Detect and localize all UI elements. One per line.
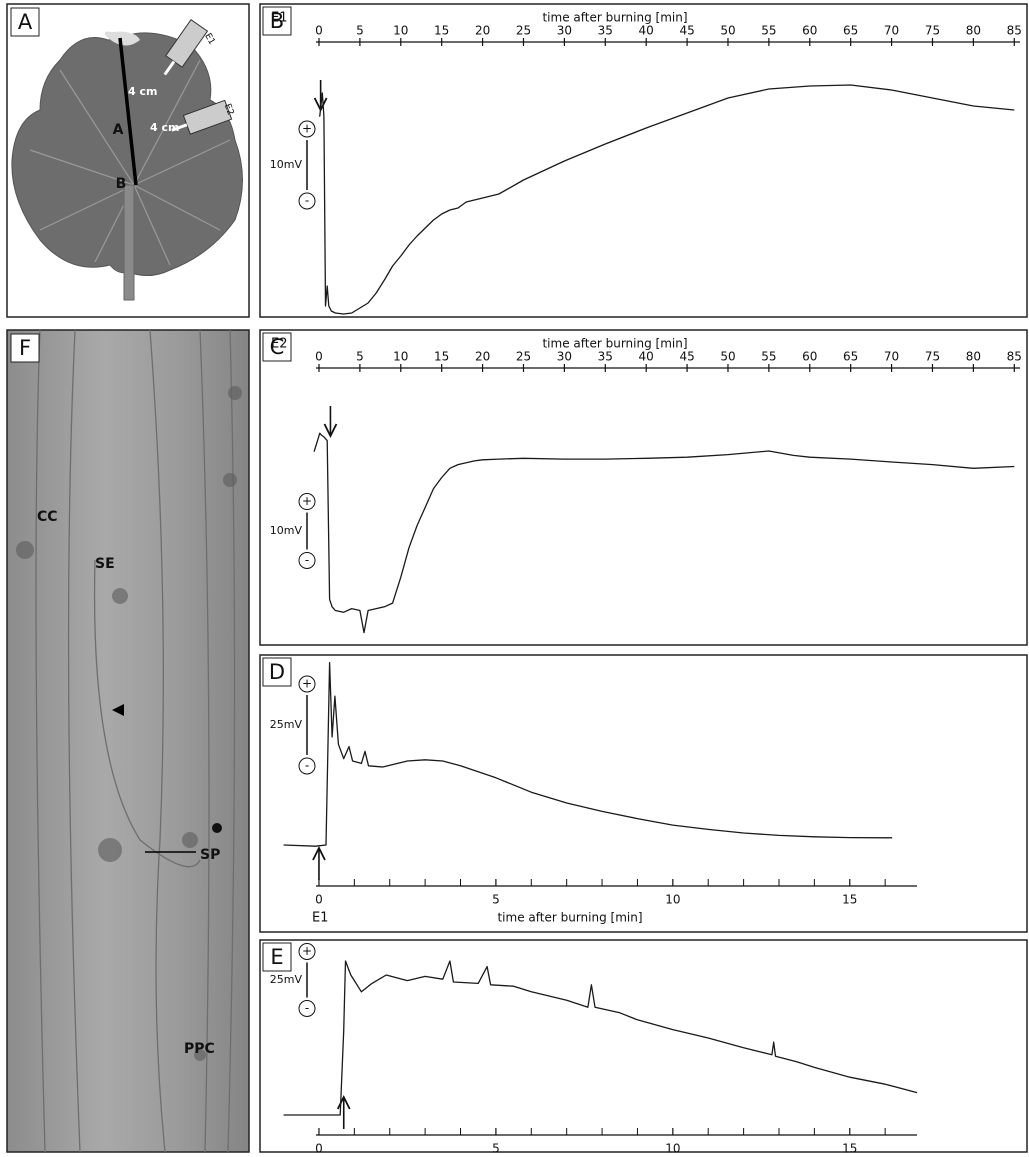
x-tick-label: 80 <box>966 350 981 364</box>
panel-label: A <box>18 10 33 34</box>
scale-bar-label: 10mV <box>270 158 303 171</box>
x-axis-title: time after burning [min] <box>542 337 687 351</box>
point-label: A <box>113 122 124 138</box>
panel-label: F <box>19 336 31 360</box>
x-tick-label: 55 <box>761 350 776 364</box>
x-tick-label: 60 <box>802 24 817 38</box>
petiole <box>124 185 134 300</box>
annotation: PPC <box>184 1041 215 1057</box>
polarity-sign: - <box>305 553 309 567</box>
x-tick-label: 50 <box>720 350 735 364</box>
x-tick-label: 20 <box>475 24 490 38</box>
x-tick-label: 60 <box>802 350 817 364</box>
x-tick-label: 20 <box>475 350 490 364</box>
panel-frame <box>260 940 1027 1152</box>
polarity-sign: - <box>305 1001 309 1015</box>
panel-frame <box>260 330 1027 645</box>
micrograph <box>7 330 249 1152</box>
x-tick-label: 70 <box>884 350 899 364</box>
page: A 4 cm 4 cm A B E1 E2 F CC SE SP PPC B05… <box>0 0 1029 1157</box>
x-tick-label: 45 <box>679 24 694 38</box>
x-tick-label: 10 <box>665 893 680 907</box>
scale-bar-label: 10mV <box>270 524 303 537</box>
scale-bar-label: 25mV <box>270 718 303 731</box>
x-tick-label: 15 <box>842 893 857 907</box>
electrode-label: E1 <box>312 911 329 926</box>
x-tick-label: 55 <box>761 24 776 38</box>
x-tick-label: 10 <box>393 24 408 38</box>
x-tick-label: 5 <box>356 350 364 364</box>
x-tick-label: 70 <box>884 24 899 38</box>
annotation: SE <box>95 556 115 572</box>
panel-label: D <box>269 660 285 684</box>
panel-frame <box>260 4 1027 317</box>
polarity-sign: + <box>302 677 312 691</box>
polarity-sign: - <box>305 194 309 208</box>
trace <box>319 85 1014 314</box>
panel-frame <box>260 655 1027 932</box>
x-tick-label: 40 <box>639 24 654 38</box>
distance-label: 4 cm <box>150 121 179 134</box>
trace <box>314 433 1014 632</box>
x-tick-label: 0 <box>315 1142 323 1156</box>
x-tick-label: 30 <box>557 350 572 364</box>
x-tick-label: 85 <box>1007 24 1022 38</box>
x-tick-label: 65 <box>843 350 858 364</box>
x-tick-label: 15 <box>434 24 449 38</box>
x-tick-label: 0 <box>315 893 323 907</box>
x-tick-label: 0 <box>315 350 323 364</box>
x-tick-label: 30 <box>557 24 572 38</box>
x-tick-label: 75 <box>925 24 940 38</box>
x-tick-label: 80 <box>966 24 981 38</box>
distance-label: 4 cm <box>128 85 157 98</box>
x-tick-label: 50 <box>720 24 735 38</box>
x-tick-label: 65 <box>843 24 858 38</box>
x-tick-label: 0 <box>315 24 323 38</box>
electrode-label: E2 <box>271 337 288 352</box>
particle <box>212 823 222 833</box>
x-tick-label: 40 <box>639 350 654 364</box>
x-tick-label: 75 <box>925 350 940 364</box>
annotation: CC <box>37 509 58 525</box>
x-tick-label: 25 <box>516 350 531 364</box>
x-tick-label: 5 <box>492 1142 500 1156</box>
x-axis-title: time after burning [min] <box>542 11 687 25</box>
trace <box>284 961 917 1115</box>
trace <box>284 663 893 847</box>
x-tick-label: 5 <box>356 24 364 38</box>
x-tick-label: 10 <box>665 1142 680 1156</box>
x-tick-label: 85 <box>1007 350 1022 364</box>
polarity-sign: + <box>302 944 312 958</box>
x-tick-label: 15 <box>842 1142 857 1156</box>
x-axis-title: time after burning [min] <box>497 911 642 925</box>
x-tick-label: 10 <box>393 350 408 364</box>
x-tick-label: 35 <box>598 24 613 38</box>
panel-label: E <box>270 945 283 969</box>
x-tick-label: 35 <box>598 350 613 364</box>
x-tick-label: 5 <box>492 893 500 907</box>
annotation: SP <box>200 847 220 863</box>
polarity-sign: + <box>302 122 312 136</box>
x-tick-label: 45 <box>679 350 694 364</box>
polarity-sign: - <box>305 759 309 773</box>
x-tick-label: 15 <box>434 350 449 364</box>
scale-bar-label: 25mV <box>270 973 303 986</box>
electrode-label: E1 <box>271 11 288 26</box>
x-tick-label: 25 <box>516 24 531 38</box>
figure: A 4 cm 4 cm A B E1 E2 F CC SE SP PPC B05… <box>0 0 1029 1157</box>
point-label: B <box>116 176 127 192</box>
polarity-sign: + <box>302 494 312 508</box>
